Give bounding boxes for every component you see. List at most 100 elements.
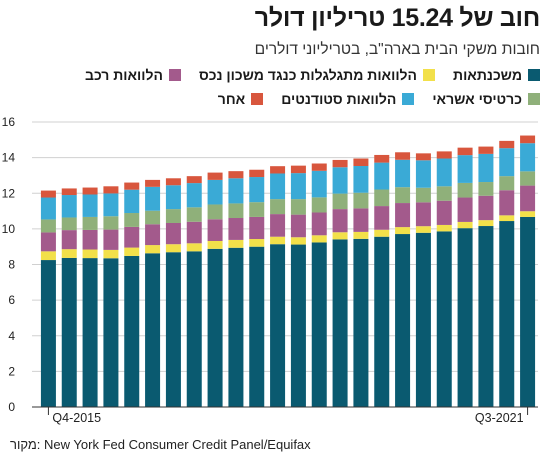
bar-segment bbox=[40, 197, 56, 220]
bar-segment bbox=[311, 242, 327, 407]
bar-segment bbox=[40, 232, 56, 252]
bar-segment bbox=[61, 195, 77, 218]
bar-segment bbox=[374, 162, 390, 190]
bar-segment bbox=[436, 224, 452, 232]
bar-segment bbox=[457, 155, 473, 183]
bar-segment bbox=[478, 226, 494, 407]
legend-row-2: כרטיסי אשראי הלוואות סטודנטים אחר bbox=[10, 91, 540, 108]
bar-segment bbox=[228, 239, 244, 248]
y-tick-label: 8 bbox=[8, 258, 15, 272]
bar-segment bbox=[165, 209, 181, 223]
bar-segment bbox=[311, 235, 327, 243]
bar-segment bbox=[270, 214, 286, 237]
bar-segment bbox=[290, 165, 306, 174]
legend-label: אחר bbox=[217, 91, 246, 107]
bar-segment bbox=[124, 182, 140, 190]
bar-segment bbox=[499, 190, 515, 216]
bar-segment bbox=[40, 251, 56, 261]
bar-segment bbox=[103, 193, 119, 217]
bar-segment bbox=[478, 195, 494, 221]
bar-segment bbox=[270, 244, 286, 407]
legend-swatch bbox=[528, 69, 540, 81]
bar-segment bbox=[145, 253, 161, 407]
bar-segment bbox=[499, 221, 515, 407]
bar-segment bbox=[228, 171, 244, 179]
bar-segment bbox=[165, 178, 181, 186]
bar-segment bbox=[124, 189, 140, 214]
bar-segment bbox=[374, 154, 390, 163]
bar-segment bbox=[124, 255, 140, 407]
bar-segment bbox=[249, 169, 265, 178]
y-tick-label: 4 bbox=[8, 329, 15, 343]
bar-segment bbox=[228, 178, 244, 204]
legend-item: הלוואות מתגלגלות כנגד משכון נכס bbox=[198, 67, 436, 83]
bar-segment bbox=[82, 216, 98, 230]
y-tick-label: 6 bbox=[8, 293, 15, 307]
bar-segment bbox=[186, 221, 202, 244]
bar-segment bbox=[436, 158, 452, 187]
bar-segment bbox=[40, 260, 56, 407]
bar-segment bbox=[415, 226, 431, 233]
y-tick-label: 14 bbox=[2, 151, 16, 165]
bar-segment bbox=[520, 211, 536, 217]
x-tick-label-first: Q4-2015 bbox=[52, 411, 101, 425]
legend-label: הלוואות מתגלגלות כנגד משכון נכס bbox=[198, 67, 418, 83]
bar-segment bbox=[228, 203, 244, 219]
bar-segment bbox=[228, 247, 244, 407]
y-tick-label: 10 bbox=[2, 222, 16, 236]
bar-segment bbox=[311, 163, 327, 171]
y-tick-label: 12 bbox=[2, 186, 16, 200]
legend-row-1: משכנתאות הלוואות מתגלגלות כנגד משכון נכס ה… bbox=[10, 67, 540, 84]
legend-label: משכנתאות bbox=[453, 67, 522, 83]
bar-segment bbox=[290, 173, 306, 200]
bar-segment bbox=[61, 188, 77, 196]
bar-segment bbox=[353, 166, 369, 193]
bar-segment bbox=[207, 172, 223, 180]
bar-segment bbox=[374, 236, 390, 407]
bar-segment bbox=[332, 159, 348, 168]
bar-segment bbox=[457, 197, 473, 222]
bar-segment bbox=[457, 221, 473, 229]
bar-segment bbox=[395, 203, 411, 228]
bar-segment bbox=[249, 246, 265, 407]
bar-segment bbox=[374, 229, 390, 237]
bar-segment bbox=[145, 210, 161, 225]
bar-segment bbox=[311, 212, 327, 236]
bar-segment bbox=[249, 202, 265, 217]
bar-segment bbox=[520, 216, 536, 407]
bar-segment bbox=[499, 215, 515, 222]
legend-item: כרטיסי אשראי bbox=[432, 91, 540, 107]
bar-segment bbox=[353, 192, 369, 209]
bar-segment bbox=[478, 153, 494, 183]
bar-segment bbox=[207, 248, 223, 407]
bar-segment bbox=[82, 187, 98, 195]
bar-segment bbox=[61, 249, 77, 258]
legend-label: הלוואות סטודנטים bbox=[281, 91, 397, 107]
bar-segment bbox=[436, 151, 452, 159]
bar-segment bbox=[332, 167, 348, 194]
bar-segment bbox=[395, 234, 411, 407]
bar-segment bbox=[165, 252, 181, 407]
bar-segment bbox=[415, 153, 431, 161]
bar-segment bbox=[165, 185, 181, 210]
bar-segment bbox=[415, 160, 431, 188]
bar-segment bbox=[207, 204, 223, 220]
bar-segment bbox=[249, 177, 265, 203]
bar-segment bbox=[520, 171, 536, 186]
bar-segment bbox=[520, 185, 536, 212]
y-tick-label: 0 bbox=[8, 400, 15, 414]
legend-swatch bbox=[168, 69, 181, 81]
bar-segment bbox=[186, 207, 202, 222]
bar-segment bbox=[145, 179, 161, 187]
source-note: New York Fed Consumer Credit Panel/Equif… bbox=[10, 437, 311, 452]
bar-segment bbox=[395, 159, 411, 188]
bar-segment bbox=[353, 208, 369, 232]
bar-segment bbox=[145, 186, 161, 211]
bar-segment bbox=[61, 217, 77, 231]
bar-segment bbox=[165, 244, 181, 253]
bar-segment bbox=[457, 228, 473, 407]
bar-segment bbox=[436, 231, 452, 407]
bar-segment bbox=[332, 239, 348, 407]
bar-segment bbox=[186, 176, 202, 184]
bar-segment bbox=[82, 249, 98, 259]
